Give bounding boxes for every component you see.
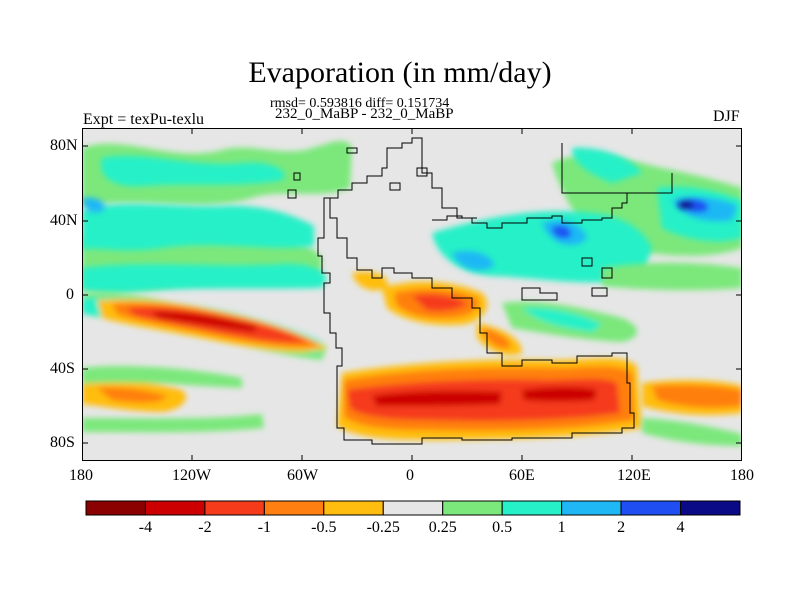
field-south-pacific (82, 366, 264, 433)
lat-tick-label: 80N (50, 137, 78, 154)
lon-tick-label: 0 (406, 467, 414, 484)
colorbar-box (144, 500, 206, 516)
colorbar-box (501, 500, 563, 516)
colorbar-label: 4 (676, 519, 685, 536)
colorbar-label: -0.5 (311, 519, 337, 536)
coastline (287, 137, 673, 445)
lon-tick-label: 120E (617, 467, 651, 484)
colorbar-label: 0.25 (428, 519, 457, 536)
lon-tick-label: 120W (172, 467, 212, 484)
experiment-label: Expt = texPu-texlu (83, 111, 205, 128)
colorbar-label: -0.25 (366, 519, 400, 536)
colorbar-box (323, 500, 384, 516)
colorbar-label: 1 (557, 519, 566, 536)
lon-tick-label: 60E (509, 467, 535, 484)
lon-tick-label: 180 (730, 467, 754, 484)
colorbar-label: -4 (138, 519, 153, 536)
lat-tick-label: 0 (66, 286, 74, 303)
colorbar-label: -1 (257, 519, 272, 536)
colorbar-box (263, 500, 325, 516)
field-orange-tongue (82, 291, 327, 360)
colorbar-label: -2 (198, 519, 212, 536)
colorbar-box (561, 500, 622, 516)
lon-tick-label: 180 (69, 467, 93, 484)
lat-tick-label: 40S (50, 360, 75, 377)
colorbar-label: 2 (617, 519, 626, 536)
colorbar-box (442, 500, 503, 516)
field-cyan-north (82, 147, 742, 283)
season-label: DJF (713, 108, 740, 125)
colorbar-box (620, 500, 682, 516)
lat-tick-label: 40N (50, 212, 78, 229)
colorbar-box (204, 500, 265, 516)
field-southern-block (337, 358, 642, 440)
colorbar-box (85, 500, 146, 516)
axis-ticks (82, 128, 742, 461)
map-panel (82, 128, 742, 461)
colorbar-label: 0.5 (492, 519, 513, 536)
subtitle: 232_0_MaBP - 232_0_MaBP (275, 106, 454, 122)
stats-line: rmsd= 0.593816 diff= 0.151734 (270, 96, 450, 111)
plot-title: Evaporation (in mm/day) (248, 56, 552, 89)
field-dark-blue (552, 200, 708, 238)
colorbar-box (680, 500, 741, 516)
field-tropics-positive (82, 262, 742, 342)
lat-tick-label: 80S (50, 434, 75, 451)
colorbar-box (382, 500, 444, 516)
field-southern-east (642, 380, 742, 446)
field-tropical-land (352, 271, 522, 356)
lon-tick-label: 60W (287, 467, 319, 484)
